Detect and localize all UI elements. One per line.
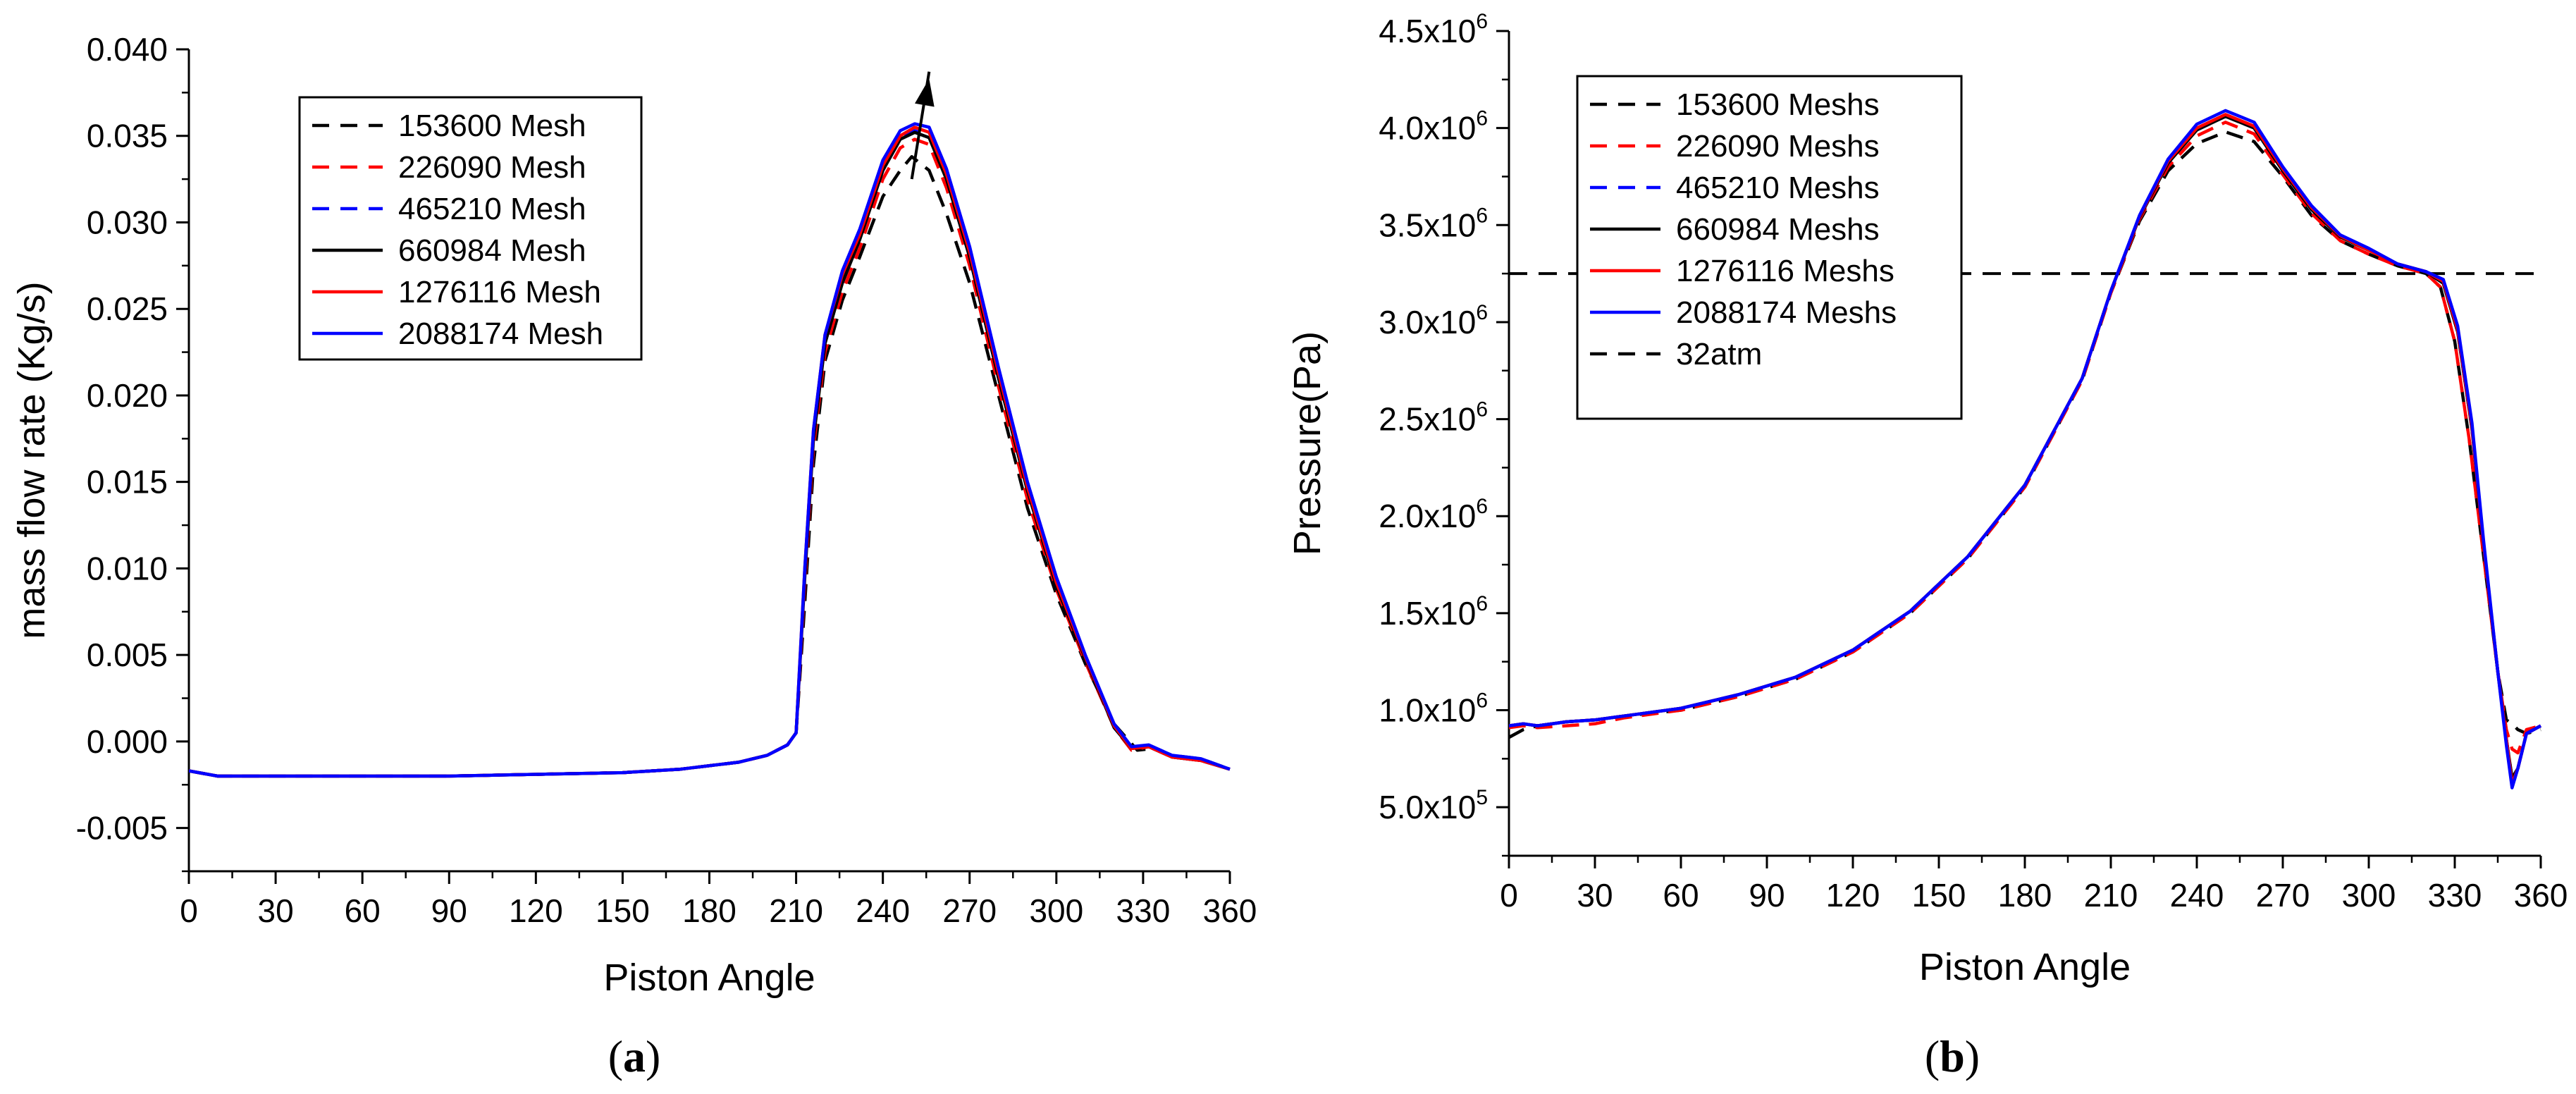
y-tick-exponent: 6 xyxy=(1476,204,1488,227)
legend-label: 1276116 Meshs xyxy=(1676,254,1894,288)
panel-label: (a) xyxy=(608,1031,661,1081)
y-tick-exponent: 6 xyxy=(1476,592,1488,615)
panel-label-close: ) xyxy=(646,1031,660,1081)
y-tick-exponent: 5 xyxy=(1476,786,1488,809)
y-tick-mantissa: 5.0x10 xyxy=(1379,789,1476,825)
y-axis-title: mass flow rate (Kg/s) xyxy=(11,281,53,639)
x-tick-label: 120 xyxy=(1826,877,1880,914)
x-tick-label: 120 xyxy=(509,892,563,929)
x-axis-title: Piston Angle xyxy=(603,957,815,999)
x-tick-label: 330 xyxy=(2428,877,2482,914)
x-tick-label: 210 xyxy=(769,892,823,929)
legend-label: 2088174 Meshs xyxy=(1676,295,1897,330)
x-tick-label: 60 xyxy=(1663,877,1699,914)
x-tick-label: 30 xyxy=(1577,877,1613,914)
y-tick-label: 0.010 xyxy=(87,550,168,586)
x-tick-label: 60 xyxy=(345,892,381,929)
legend-label: 660984 Meshs xyxy=(1676,212,1880,247)
x-tick-label: 90 xyxy=(431,892,467,929)
legend-label: 32atm xyxy=(1676,337,1762,371)
legend-label: 153600 Meshs xyxy=(1676,87,1880,122)
y-tick-exponent: 6 xyxy=(1476,689,1488,713)
y-tick-label: 0.000 xyxy=(87,723,168,760)
x-tick-label: 360 xyxy=(2514,877,2568,914)
y-tick-label: 5.0x105 xyxy=(1379,786,1488,825)
y-tick-label: 0.020 xyxy=(87,377,168,414)
x-tick-label: 0 xyxy=(180,892,198,929)
legend-label: 465210 Mesh xyxy=(398,192,586,226)
legend-label: 660984 Mesh xyxy=(398,233,586,268)
y-tick-mantissa: 2.0x10 xyxy=(1379,498,1476,534)
y-tick-label: 2.0x106 xyxy=(1379,495,1488,534)
y-tick-exponent: 6 xyxy=(1476,107,1488,130)
y-tick-label: 0.030 xyxy=(87,204,168,240)
x-tick-label: 240 xyxy=(856,892,910,929)
x-tick-label: 300 xyxy=(1029,892,1083,929)
legend-box xyxy=(1576,75,1963,420)
x-tick-label: 150 xyxy=(596,892,650,929)
x-tick-label: 240 xyxy=(2170,877,2224,914)
legend-label: 465210 Meshs xyxy=(1676,171,1880,205)
panel-label-close: ) xyxy=(1965,1031,1980,1081)
y-tick-label: 0.040 xyxy=(87,31,168,68)
x-tick-label: 210 xyxy=(2084,877,2138,914)
x-tick-label: 90 xyxy=(1749,877,1785,914)
x-tick-label: 30 xyxy=(257,892,293,929)
chart-panel-a: 0 30 60 90 120 150 180 210 240 270 300 330 360 -0.005… xyxy=(11,31,1257,1081)
panel-label-letter: b xyxy=(1940,1031,1965,1081)
y-tick-label: -0.005 xyxy=(76,810,168,847)
x-axis-title: Piston Angle xyxy=(1919,946,2131,988)
y-tick-label: 0.005 xyxy=(87,637,168,673)
y-tick-mantissa: 1.5x10 xyxy=(1379,595,1476,632)
y-tick-label: 4.0x106 xyxy=(1379,107,1488,147)
y-tick-label: 3.5x106 xyxy=(1379,204,1488,243)
y-tick-label: 1.5x106 xyxy=(1379,592,1488,632)
y-tick-mantissa: 3.0x10 xyxy=(1379,304,1476,340)
x-tick-label: 270 xyxy=(942,892,997,929)
legend-label: 226090 Mesh xyxy=(398,150,586,185)
x-tick-label: 150 xyxy=(1912,877,1966,914)
legend-box xyxy=(298,96,643,361)
y-tick-exponent: 6 xyxy=(1476,495,1488,518)
x-tick-label: 270 xyxy=(2256,877,2310,914)
y-tick-mantissa: 3.5x10 xyxy=(1379,207,1476,243)
y-tick-label: 0.025 xyxy=(87,290,168,327)
legend-label: 2088174 Mesh xyxy=(398,316,603,351)
y-tick-label: 1.0x106 xyxy=(1379,689,1488,729)
x-tick-label: 300 xyxy=(2342,877,2396,914)
y-tick-label: 3.0x106 xyxy=(1379,301,1488,340)
y-tick-mantissa: 4.5x10 xyxy=(1379,13,1476,49)
x-tick-label: 0 xyxy=(1500,877,1518,914)
legend-label: 153600 Mesh xyxy=(398,109,586,143)
x-tick-label: 360 xyxy=(1203,892,1257,929)
y-tick-label: 2.5x106 xyxy=(1379,398,1488,438)
y-tick-label: 4.5x106 xyxy=(1379,10,1488,49)
panel-label: (b) xyxy=(1925,1031,1980,1081)
y-tick-mantissa: 4.0x10 xyxy=(1379,110,1476,147)
y-tick-mantissa: 2.5x10 xyxy=(1379,401,1476,438)
y-axis-title: Pressure(Pa) xyxy=(1286,331,1329,555)
y-tick-exponent: 6 xyxy=(1476,398,1488,422)
y-tick-mantissa: 1.0x10 xyxy=(1379,692,1476,729)
x-tick-label: 180 xyxy=(1998,877,2052,914)
panel-label-open: ( xyxy=(608,1031,623,1081)
panel-label-letter: a xyxy=(623,1031,646,1081)
series-line-6 xyxy=(1509,109,2542,789)
y-tick-exponent: 6 xyxy=(1476,301,1488,324)
y-tick-label: 0.015 xyxy=(87,464,168,500)
x-tick-label: 330 xyxy=(1116,892,1171,929)
trend-arrow-head xyxy=(915,78,935,107)
panel-label-open: ( xyxy=(1925,1031,1940,1081)
y-tick-exponent: 6 xyxy=(1476,10,1488,33)
legend-label: 226090 Meshs xyxy=(1676,129,1880,164)
series-line-6 xyxy=(189,122,1231,778)
legend-label: 1276116 Mesh xyxy=(398,275,601,309)
chart-panel-b: 0 30 60 90 120 150 180 210 240 270 300 330 360 5.0x10… xyxy=(1286,10,2568,1081)
x-tick-label: 180 xyxy=(682,892,737,929)
y-tick-label: 0.035 xyxy=(87,118,168,154)
